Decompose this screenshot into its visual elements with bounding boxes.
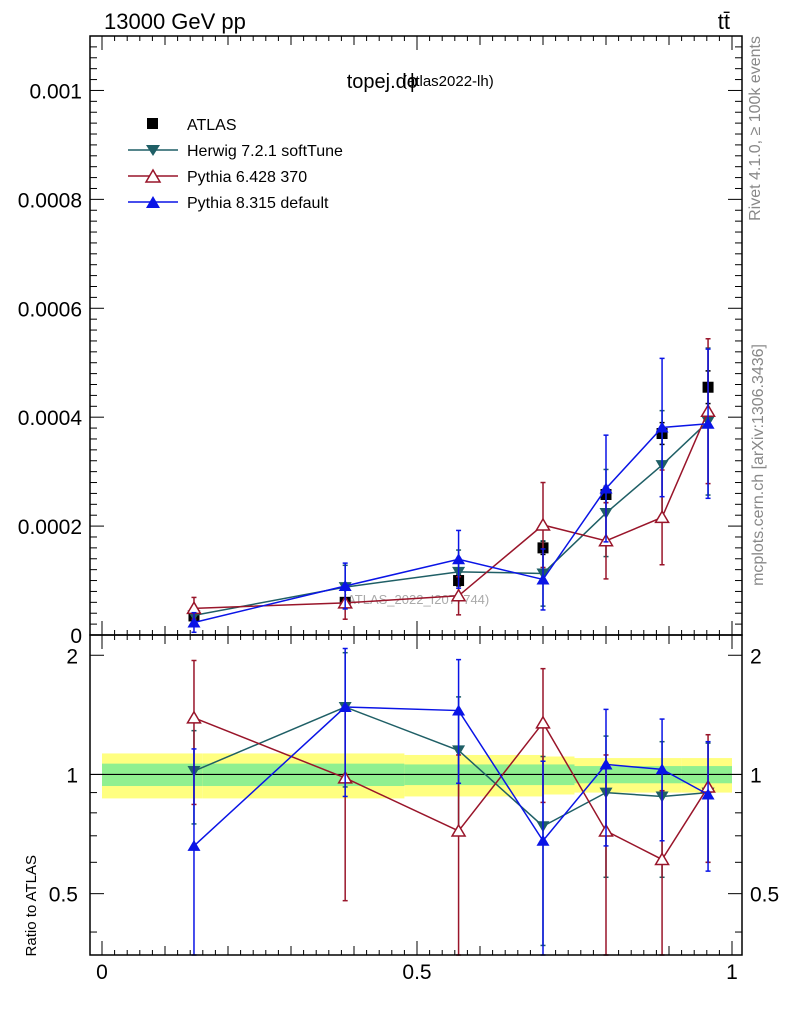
ratio-ytick-label-right: 0.5 <box>750 884 779 907</box>
legend: ATLAS Herwig 7.2.1 softTune Pythia 6.428… <box>128 117 343 212</box>
point-pythia6 <box>535 517 551 531</box>
point-pythia6 <box>654 509 670 524</box>
ratio-ytick-label-right: 1 <box>750 764 762 787</box>
legend-marker-pythia8 <box>146 196 160 208</box>
point-pythia8 <box>452 553 466 565</box>
ratio-point-pythia8 <box>338 701 352 713</box>
rivet-label: Rivet 4.1.0, ≥ 100k events <box>747 36 764 221</box>
main-ytick-label: 0.001 <box>29 80 82 103</box>
legend-label-herwig: Herwig 7.2.1 softTune <box>187 143 343 160</box>
point-pythia8 <box>187 616 201 628</box>
main-panel: 0 0.0002 0.0004 0.0006 0.0008 0.001 <box>18 35 743 648</box>
ratio-point-pythia6 <box>450 823 467 837</box>
ratio-xtick-label: 0.5 <box>402 961 431 984</box>
legend-marker-atlas <box>147 118 158 129</box>
ratio-xtick-label: 1 <box>726 961 738 984</box>
energy-label: 13000 GeV pp <box>104 9 246 34</box>
main-ytick-label: 0 <box>70 625 82 648</box>
plot-title: topej.dϕ <box>347 71 418 93</box>
ratio-point-pythia6 <box>654 851 670 866</box>
ratio-panel: 0.5 0.5 1 1 2 2 0 0.5 1 <box>49 634 779 984</box>
ratio-point-pythia8 <box>452 704 466 716</box>
point-pythia8 <box>701 417 715 429</box>
ratio-ytick-label-left: 0.5 <box>49 884 78 907</box>
point-pythia8 <box>536 573 550 585</box>
point-pythia8 <box>599 482 613 494</box>
ratio-ytick-label-left: 1 <box>66 764 78 787</box>
legend-label-pythia8: Pythia 8.315 default <box>187 195 329 212</box>
ratio-point-pythia6 <box>535 715 551 729</box>
ratio-ylabel: Ratio to ATLAS <box>23 855 40 956</box>
ratio-ytick-label-left: 2 <box>66 645 78 668</box>
point-pythia8 <box>338 579 352 591</box>
ratio-point-pythia8 <box>599 758 613 770</box>
analysis-label: (atlas2022-lh) <box>402 73 494 90</box>
legend-marker-herwig <box>146 145 160 156</box>
mcplots-label: mcplots.cern.ch [arXiv:1306.3436] <box>750 344 767 586</box>
ratio-ytick-label-right: 2 <box>750 645 762 668</box>
ratio-point-pythia8 <box>655 763 669 775</box>
main-ytick-label: 0.0002 <box>18 516 82 539</box>
legend-label-pythia6: Pythia 6.428 370 <box>187 169 307 186</box>
ratio-point-pythia8 <box>701 788 715 800</box>
ratio-xtick-label: 0 <box>96 961 108 984</box>
ratio-point-pythia6 <box>186 710 202 724</box>
series-line-pythia6 <box>193 410 709 610</box>
main-ytick-label: 0.0004 <box>18 407 83 430</box>
legend-marker-pythia6 <box>144 168 162 183</box>
process-label: tt̄ <box>718 9 730 34</box>
ratio-point-pythia8 <box>536 834 550 846</box>
main-ytick-label: 0.0008 <box>18 189 82 212</box>
legend-label-atlas: ATLAS <box>187 117 237 134</box>
ratio-frame <box>89 634 743 956</box>
main-ytick-label: 0.0006 <box>18 298 82 321</box>
series-line-herwig <box>193 420 709 617</box>
point-pythia6 <box>450 588 467 602</box>
analysis-watermark: (ATLAS_2022_I2077744) <box>343 592 489 607</box>
ratio-point-pythia8 <box>187 839 201 851</box>
point-pythia8 <box>655 421 669 433</box>
